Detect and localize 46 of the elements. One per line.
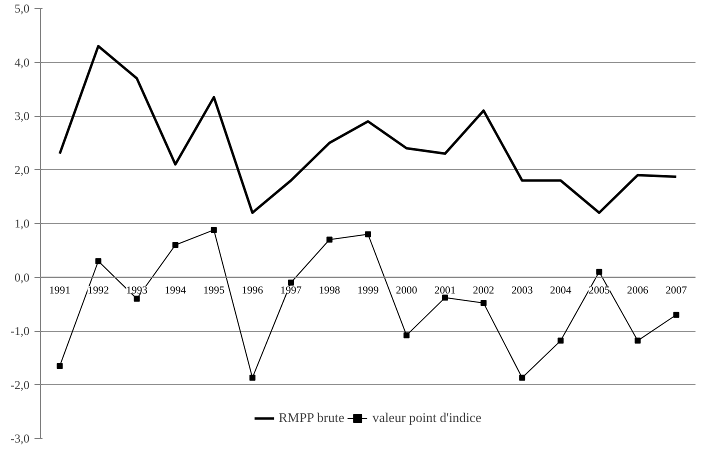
x-tick-label: 1996 [242, 285, 264, 296]
x-tick-label: 1998 [318, 285, 340, 296]
point [249, 374, 256, 381]
x-tick-label: 1993 [126, 285, 148, 296]
y-tick-label: 3,0 [14, 109, 30, 123]
x-tick-label: 2002 [472, 285, 494, 296]
point [172, 242, 178, 248]
x-tick-label: 2003 [511, 285, 533, 296]
point [519, 374, 526, 381]
point [442, 294, 448, 301]
point [56, 362, 63, 369]
x-tick-label: 1992 [88, 285, 109, 296]
x-tick-label: 2006 [627, 285, 650, 296]
point [558, 338, 564, 344]
x-tick-label: 1997 [280, 285, 302, 296]
point [596, 268, 602, 275]
y-tick-label: -2,0 [10, 378, 30, 392]
x-tick-label: 1999 [357, 285, 379, 296]
point [326, 236, 332, 243]
x-tick-label: 2004 [550, 285, 572, 296]
legend-label: RMPP brute [278, 410, 344, 426]
y-tick-label: 5,0 [14, 2, 30, 16]
y-tick-label: 4,0 [14, 55, 30, 70]
x-tick-label: 2007 [666, 285, 688, 296]
point [95, 258, 102, 264]
point [673, 312, 680, 318]
line-series [58, 44, 678, 214]
y-tick-label: -3,0 [10, 432, 30, 446]
y-tick-label: 0,0 [14, 270, 30, 284]
y-tick-label: 1,0 [14, 216, 30, 230]
x-tick-label: 2005 [588, 285, 610, 296]
point [634, 338, 641, 344]
point [480, 300, 487, 306]
point [365, 231, 371, 238]
legend-label: valeur point d'indice [372, 410, 482, 426]
x-tick-label: 1991 [49, 285, 70, 296]
point [134, 296, 140, 302]
x-tick-label: 2001 [434, 285, 456, 296]
x-tick-label: 1995 [203, 285, 225, 296]
point [404, 332, 410, 338]
y-tick-label: -1,0 [10, 324, 30, 338]
point [288, 280, 294, 286]
x-tick-label: 1994 [164, 285, 187, 296]
y-tick-label: 2,0 [14, 162, 30, 177]
point [210, 226, 217, 233]
x-tick-label: 2000 [396, 285, 418, 296]
